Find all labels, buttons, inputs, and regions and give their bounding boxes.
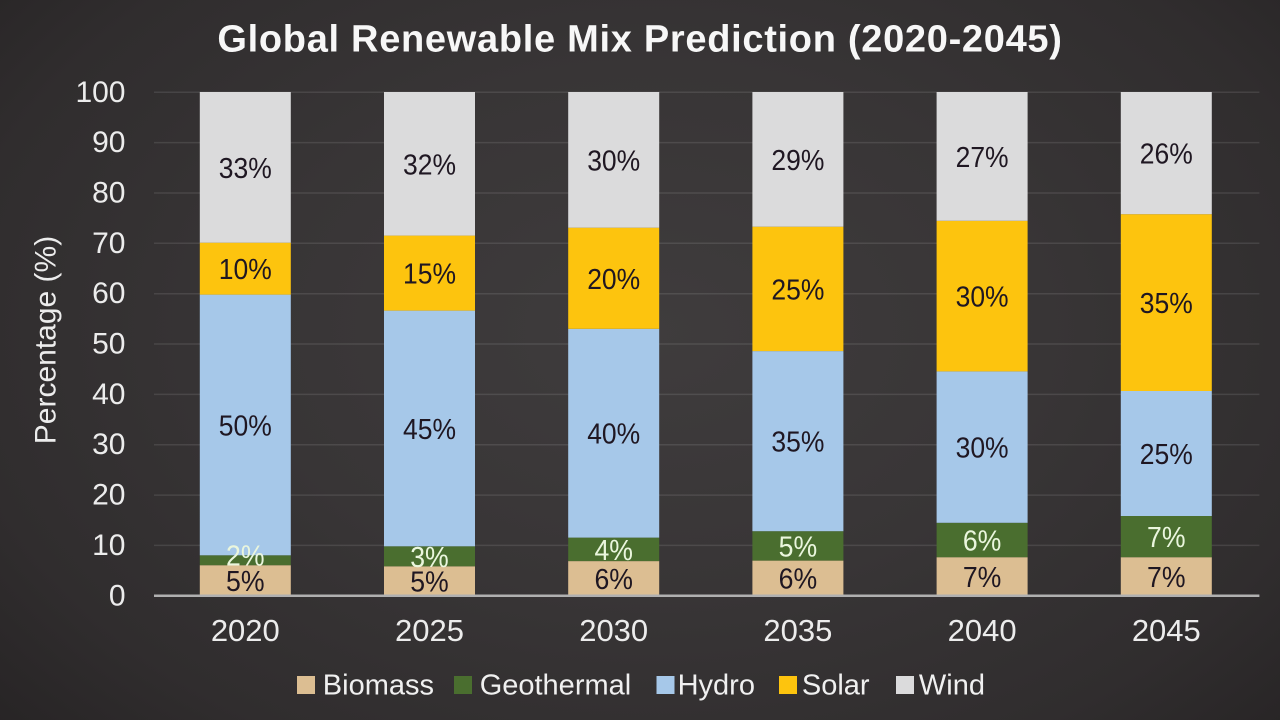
svg-text:6%: 6% [779, 564, 818, 596]
svg-text:60: 60 [92, 277, 125, 310]
svg-text:20: 20 [92, 479, 125, 512]
svg-text:25%: 25% [771, 274, 824, 306]
svg-text:27%: 27% [956, 142, 1009, 174]
svg-text:10: 10 [92, 529, 125, 562]
svg-text:Solar: Solar [802, 670, 870, 702]
svg-text:90: 90 [92, 126, 125, 159]
svg-text:Percentage (%): Percentage (%) [30, 236, 63, 444]
svg-text:2%: 2% [226, 541, 265, 573]
svg-text:20%: 20% [587, 264, 640, 296]
svg-text:Biomass: Biomass [323, 670, 434, 702]
svg-text:30%: 30% [956, 282, 1009, 314]
svg-text:6%: 6% [963, 526, 1002, 558]
svg-text:4%: 4% [594, 535, 633, 567]
svg-text:6%: 6% [594, 564, 633, 596]
svg-text:Geothermal: Geothermal [480, 670, 632, 702]
svg-text:15%: 15% [403, 259, 456, 291]
svg-text:2030: 2030 [579, 613, 648, 648]
svg-text:45%: 45% [403, 414, 456, 446]
svg-text:Global Renewable Mix Predictio: Global Renewable Mix Prediction (2020-20… [217, 19, 1062, 61]
svg-text:5%: 5% [226, 566, 265, 598]
svg-text:30%: 30% [587, 145, 640, 177]
svg-text:7%: 7% [1147, 562, 1186, 594]
svg-text:80: 80 [92, 177, 125, 210]
svg-text:30%: 30% [956, 433, 1009, 465]
svg-text:35%: 35% [1140, 288, 1193, 320]
svg-text:2045: 2045 [1132, 613, 1201, 648]
svg-text:25%: 25% [1140, 439, 1193, 471]
svg-text:5%: 5% [779, 531, 818, 563]
svg-text:2040: 2040 [948, 613, 1017, 648]
svg-text:100: 100 [75, 76, 125, 109]
svg-text:0: 0 [109, 579, 126, 612]
svg-text:26%: 26% [1140, 139, 1193, 171]
svg-text:3%: 3% [410, 542, 449, 574]
svg-text:2020: 2020 [211, 613, 280, 648]
svg-text:30: 30 [92, 428, 125, 461]
svg-text:10%: 10% [219, 254, 272, 286]
svg-text:40: 40 [92, 378, 125, 411]
svg-text:Hydro: Hydro [678, 670, 755, 702]
svg-text:Wind: Wind [919, 670, 985, 702]
svg-text:7%: 7% [1147, 522, 1186, 554]
svg-text:70: 70 [92, 227, 125, 260]
svg-text:35%: 35% [771, 427, 824, 459]
svg-text:29%: 29% [771, 145, 824, 177]
svg-text:7%: 7% [963, 562, 1002, 594]
svg-text:2025: 2025 [395, 613, 464, 648]
svg-text:50%: 50% [219, 410, 272, 442]
svg-text:50: 50 [92, 328, 125, 361]
svg-text:32%: 32% [403, 149, 456, 181]
svg-text:40%: 40% [587, 419, 640, 451]
svg-text:2035: 2035 [763, 613, 832, 648]
svg-text:33%: 33% [219, 153, 272, 185]
svg-text:5%: 5% [410, 567, 449, 599]
